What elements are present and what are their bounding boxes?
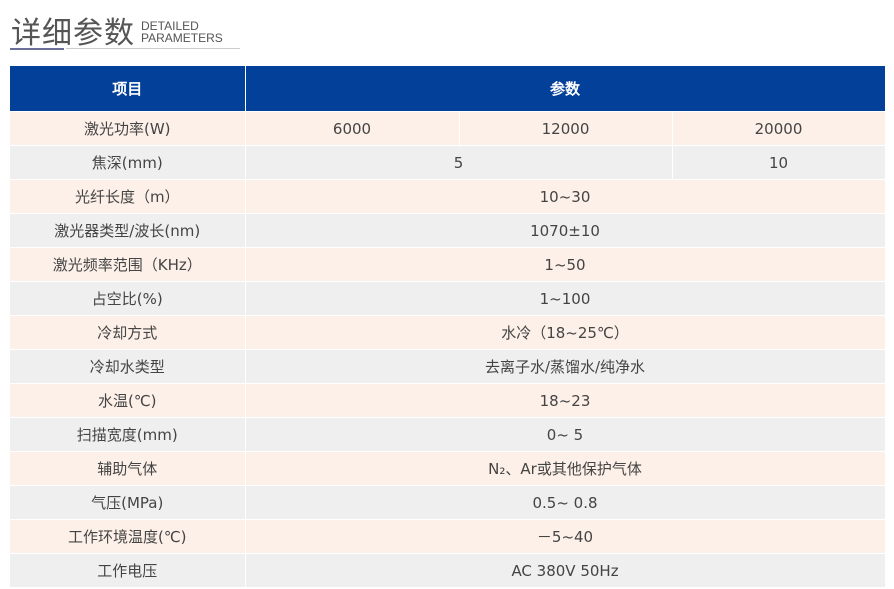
table-row: 焦深(mm) 5 10 <box>10 145 886 180</box>
row-value: N₂、Ar或其他保护气体 <box>244 451 886 486</box>
table-row: 冷却方式 水冷（18~25℃） <box>10 315 886 350</box>
header-item: 项目 <box>10 66 246 112</box>
row-value: 0.5~ 0.8 <box>244 485 886 520</box>
row-label: 工作电压 <box>10 553 246 588</box>
row-label: 冷却方式 <box>10 315 246 350</box>
row-value: 1~50 <box>244 247 886 282</box>
row-label: 光纤长度（m） <box>10 179 246 214</box>
table-row: 激光器类型/波长(nm) 1070±10 <box>10 213 886 248</box>
row-label: 水温(℃) <box>10 383 246 418</box>
title-english-line2: PARAMETERS <box>141 31 223 45</box>
row-value: 0~ 5 <box>244 417 886 452</box>
row-value: AC 380V 50Hz <box>244 553 886 588</box>
table-row: 气压(MPa) 0.5~ 0.8 <box>10 485 886 520</box>
table-header-row: 项目 参数 <box>10 66 886 112</box>
title-chinese: 详细参数 <box>11 16 135 51</box>
table-row: 光纤长度（m） 10~30 <box>10 179 886 214</box>
row-value: 水冷（18~25℃） <box>244 315 886 350</box>
header-parameters: 参数 <box>244 66 886 112</box>
table-row: 占空比(%) 1~100 <box>10 281 886 316</box>
title-english-line1: DETAILED <box>141 19 199 33</box>
table-row: 冷却水类型 去离子水/蒸馏水/纯净水 <box>10 349 886 384</box>
table-row: 水温(℃) 18~23 <box>10 383 886 418</box>
row-value: 20000 <box>671 111 886 146</box>
row-value: 1~100 <box>244 281 886 316</box>
row-value: 去离子水/蒸馏水/纯净水 <box>244 349 886 384</box>
row-value: 5 <box>244 145 673 180</box>
table-row: 激光频率范围（KHz） 1~50 <box>10 247 886 282</box>
title-english: DETAILED PARAMETERS <box>141 20 223 44</box>
row-value: 10 <box>671 145 886 180</box>
row-label: 激光器类型/波长(nm) <box>10 213 246 248</box>
row-value: 10~30 <box>244 179 886 214</box>
row-label: 焦深(mm) <box>10 145 246 180</box>
table-row: 激光功率(W) 6000 12000 20000 <box>10 111 886 146</box>
section-title: 详细参数 DETAILED PARAMETERS <box>11 8 223 52</box>
row-value: 12000 <box>458 111 673 146</box>
row-label: 占空比(%) <box>10 281 246 316</box>
row-label: 气压(MPa) <box>10 485 246 520</box>
row-label: 冷却水类型 <box>10 349 246 384</box>
table-row: 工作环境温度(℃) －5~40 <box>10 519 886 554</box>
row-value: －5~40 <box>244 519 886 554</box>
title-underline <box>66 48 240 49</box>
table-row: 辅助气体 N₂、Ar或其他保护气体 <box>10 451 886 486</box>
title-underline-accent <box>10 48 64 50</box>
row-label: 辅助气体 <box>10 451 246 486</box>
row-label: 工作环境温度(℃) <box>10 519 246 554</box>
parameters-table: 项目 参数 激光功率(W) 6000 12000 20000 焦深(mm) 5 10 光纤长度… <box>10 66 886 588</box>
row-value: 1070±10 <box>244 213 886 248</box>
row-label: 扫描宽度(mm) <box>10 417 246 452</box>
table-row: 扫描宽度(mm) 0~ 5 <box>10 417 886 452</box>
row-label: 激光功率(W) <box>10 111 246 146</box>
row-value: 6000 <box>244 111 460 146</box>
row-value: 18~23 <box>244 383 886 418</box>
row-label: 激光频率范围（KHz） <box>10 247 246 282</box>
table-row: 工作电压 AC 380V 50Hz <box>10 553 886 588</box>
